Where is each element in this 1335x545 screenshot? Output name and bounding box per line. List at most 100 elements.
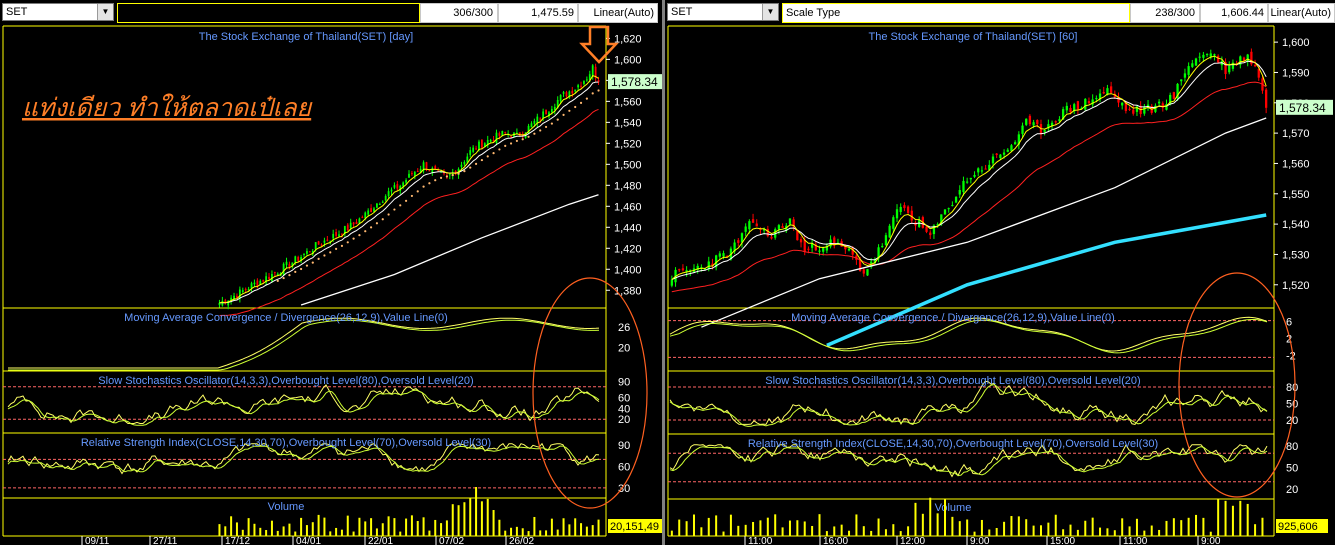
scale-mode[interactable]: Linear(Auto)	[1268, 3, 1335, 23]
candle-body	[991, 156, 995, 164]
rsi-tick-label: 30	[618, 483, 630, 495]
candle-body	[230, 297, 233, 302]
scale-type-label[interactable]: Scale Type	[782, 3, 1130, 23]
candle-body	[548, 112, 550, 117]
y-tick-label: 1,460	[614, 201, 642, 213]
parabolic-sar-dot	[300, 267, 303, 271]
macd-tick-label: 20	[618, 342, 630, 354]
candle-body	[810, 243, 814, 248]
volume-bar	[247, 518, 250, 536]
candle-body	[469, 150, 472, 155]
candle-body	[1157, 101, 1161, 104]
y-tick-label: 1,520	[1282, 280, 1310, 292]
hourly-chart-canvas[interactable]: 1,5201,5301,5401,5501,5601,5701,5801,590…	[665, 0, 1335, 545]
volume-bar	[980, 519, 983, 536]
candle-body	[437, 169, 440, 171]
ma-long-white-line	[300, 194, 599, 306]
candle-body	[1176, 83, 1179, 99]
candle-body	[597, 80, 600, 83]
volume-bar	[515, 526, 518, 536]
volume-bar	[729, 514, 732, 536]
volume-bar	[1158, 529, 1161, 536]
volume-bar	[670, 530, 673, 536]
candle-body	[320, 244, 323, 246]
candle-body	[545, 109, 547, 115]
ma-red-line	[219, 108, 599, 316]
candle-body	[268, 276, 270, 279]
volume-bar	[818, 514, 821, 536]
panel-divider[interactable]	[662, 0, 665, 545]
candle-body	[574, 89, 577, 92]
volume-bar	[715, 515, 718, 536]
candle-body	[475, 148, 477, 150]
y-tick-label: 1,500	[614, 159, 642, 171]
volume-bar	[1010, 516, 1013, 536]
candle-body	[539, 118, 542, 120]
volume-bar	[346, 515, 349, 536]
candle-body	[355, 221, 358, 224]
volume-bar	[241, 529, 244, 536]
candle-body	[262, 280, 265, 282]
macd-line	[669, 316, 1268, 352]
candle-body	[707, 261, 710, 269]
candle-body	[550, 109, 553, 113]
chart-title: The Stock Exchange of Thailand(SET) [day…	[199, 31, 413, 43]
volume-tag	[1276, 519, 1328, 533]
y-tick-label: 1,420	[614, 243, 642, 255]
stochastic-tick-label: 90	[618, 376, 630, 388]
candle-body	[1073, 104, 1076, 112]
candle-body	[594, 66, 597, 79]
candle-body	[463, 161, 466, 165]
volume-bar	[862, 526, 865, 536]
candle-body	[822, 248, 825, 252]
volume-bar	[230, 516, 233, 536]
y-tick-label: 1,570	[1282, 128, 1310, 140]
volume-bar	[1246, 503, 1249, 536]
volume-bar	[358, 517, 361, 536]
parabolic-sar-dot	[486, 155, 489, 158]
candle-body	[431, 168, 434, 173]
candle-body	[314, 242, 317, 250]
daily-chart-canvas[interactable]: 1,380 1,400 1,420 1,440 1,460 1,480 1,500 1,520…	[0, 0, 662, 545]
volume-bar	[335, 527, 338, 536]
candle-body	[285, 261, 288, 265]
candle-body	[233, 295, 235, 300]
symbol-dropdown[interactable]: SET ▼	[2, 3, 114, 21]
candle-body	[591, 65, 594, 77]
candle-body	[381, 201, 384, 203]
y-tick-label: 1,590	[1282, 67, 1310, 79]
volume-bar	[1032, 525, 1035, 536]
chevron-down-icon[interactable]: ▼	[762, 4, 778, 20]
parabolic-sar-dot	[539, 129, 542, 132]
rsi-tick-label: 60	[618, 462, 630, 474]
candle-body	[936, 224, 939, 226]
parabolic-sar-dot	[276, 279, 279, 282]
chart-panel-hourly: SET ▼ Scale Type 238/300 1,606.44 Linear…	[665, 0, 1335, 545]
last-value: 1,475.59	[498, 3, 578, 23]
parabolic-sar-dot	[469, 166, 472, 169]
candle-body	[1032, 122, 1035, 126]
candle-body	[1091, 99, 1094, 105]
parabolic-sar-dot	[527, 135, 530, 138]
symbol-dropdown[interactable]: SET ▼	[667, 3, 779, 21]
volume-bar	[282, 526, 285, 536]
volume-bar	[434, 519, 437, 536]
volume-bar	[855, 514, 858, 536]
stochastic-title: Slow Stochastics Oscillator(14,3,3),Over…	[765, 375, 1140, 387]
candle-body	[297, 256, 300, 261]
volume-bar	[492, 510, 495, 536]
x-tick-label: 07/02	[439, 536, 464, 545]
candle-body	[238, 289, 241, 299]
x-tick-label: 15:00	[1050, 536, 1075, 545]
candle-body	[451, 172, 454, 176]
volume-bar	[288, 523, 291, 536]
candle-body	[326, 239, 329, 241]
volume-bar	[340, 529, 343, 536]
volume-bar	[276, 530, 279, 536]
chevron-down-icon[interactable]: ▼	[97, 4, 113, 20]
last-price-tag	[608, 74, 662, 90]
volume-bar	[788, 520, 791, 536]
candle-body	[376, 203, 378, 208]
scale-mode[interactable]: Linear(Auto)	[578, 3, 658, 23]
candle-body	[250, 283, 253, 289]
